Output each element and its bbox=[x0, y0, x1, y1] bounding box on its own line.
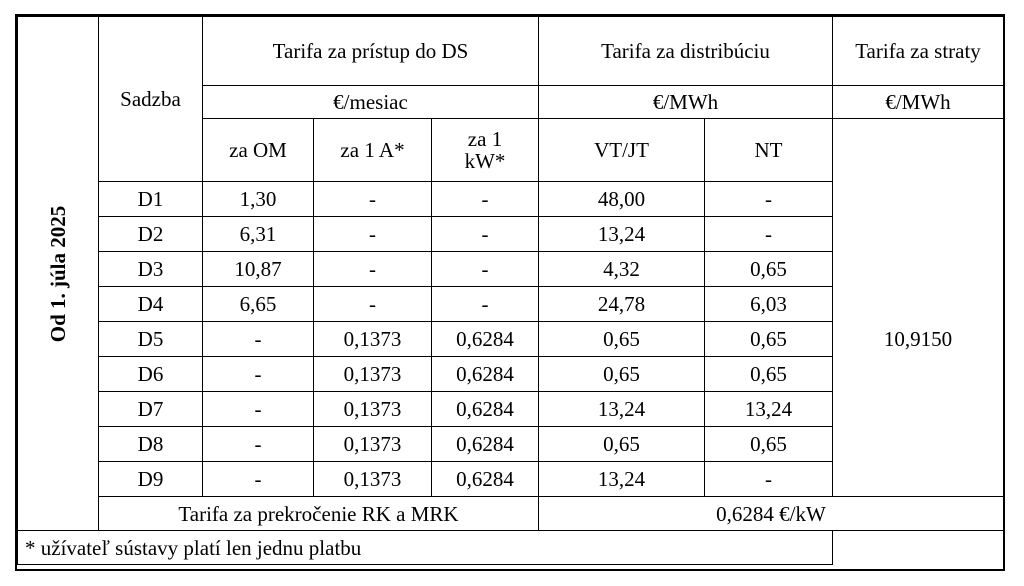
row-za-1kw: 0,6284 bbox=[431, 461, 539, 497]
row-za-1a: 0,1373 bbox=[313, 426, 432, 462]
table-row: D6-0,1373 0,6284 0,65 0,65 bbox=[18, 356, 1004, 392]
header-row-units: €/mesiac €/MWh €/MWh bbox=[18, 85, 1004, 119]
row-za-1kw: 0,6284 bbox=[431, 426, 539, 462]
table-row: D1 1,30- -48,00-10,9150 bbox=[18, 181, 1004, 497]
table-row: D9-0,1373 0,6284 13,24- bbox=[18, 461, 1004, 497]
header-row-groups: Od 1. júla 2025 Sadzba Tarifa za prístup… bbox=[17, 16, 1004, 531]
row-nt: - bbox=[704, 181, 833, 217]
row-za-1kw: - bbox=[431, 181, 539, 217]
period-cell: Od 1. júla 2025 bbox=[17, 16, 99, 531]
row-vt-jt: 13,24 bbox=[538, 461, 705, 497]
row-nt: 0,65 bbox=[704, 426, 833, 462]
row-za-om: 10,87 bbox=[202, 251, 314, 287]
col-za-om: za OM bbox=[202, 118, 314, 182]
header-access-tariff: Tarifa za prístup do DS bbox=[202, 16, 539, 86]
row-za-1kw: 0,6284 bbox=[431, 356, 539, 392]
col-losses-blank bbox=[832, 118, 1004, 182]
table-row: D5-0,1373 0,6284 0,65 0,65 bbox=[18, 321, 1004, 357]
row-za-1a: - bbox=[313, 286, 432, 322]
row-za-1kw: - bbox=[431, 216, 539, 252]
row-sadzba: D7 bbox=[98, 391, 203, 427]
table-row: D8-0,1373 0,6284 0,65 0,65 bbox=[18, 426, 1004, 462]
row-za-om: - bbox=[202, 391, 314, 427]
overrun-value: 0,6284 €/kW bbox=[538, 496, 1004, 531]
table-row: D7-0,1373 0,6284 13,24 13,24 bbox=[18, 391, 1004, 427]
row-za-1a: 0,1373 bbox=[313, 356, 432, 392]
row-za-1a: - bbox=[313, 216, 432, 252]
row-sadzba: D2 bbox=[98, 216, 203, 252]
table-row: D2 6,31- -13,24- bbox=[18, 216, 1004, 252]
row-za-1a: 0,1373 bbox=[313, 321, 432, 357]
row-za-om: 1,30 bbox=[202, 181, 314, 217]
row-nt: 0,65 bbox=[704, 251, 833, 287]
row-nt: - bbox=[704, 461, 833, 497]
row-vt-jt: 24,78 bbox=[538, 286, 705, 322]
row-vt-jt: 0,65 bbox=[538, 356, 705, 392]
losses-value: 10,9150 bbox=[832, 181, 1004, 497]
row-za-om: - bbox=[202, 461, 314, 497]
row-vt-jt: 13,24 bbox=[538, 391, 705, 427]
col-za-1kw: za 1 kW* bbox=[431, 118, 539, 182]
footnote: * užívateľ sústavy platí len jednu platb… bbox=[17, 530, 833, 565]
row-sadzba: D9 bbox=[98, 461, 203, 497]
overrun-label: Tarifa za prekročenie RK a MRK bbox=[98, 496, 539, 531]
row-sadzba: D6 bbox=[98, 356, 203, 392]
row-sadzba: D4 bbox=[98, 286, 203, 322]
header-losses-tariff: Tarifa za straty bbox=[832, 16, 1004, 86]
row-sadzba: D8 bbox=[98, 426, 203, 462]
row-nt: 0,65 bbox=[704, 321, 833, 357]
row-nt: 6,03 bbox=[704, 286, 833, 322]
row-sadzba: D3 bbox=[98, 251, 203, 287]
row-nt: - bbox=[704, 216, 833, 252]
row-sadzba: D1 bbox=[98, 181, 203, 217]
col-nt: NT bbox=[704, 118, 833, 182]
footnote-row: * užívateľ sústavy platí len jednu platb… bbox=[17, 530, 1004, 565]
table-frame bbox=[15, 14, 1005, 571]
overrun-row: Tarifa za prekročenie RK a MRK 0,6284 €/… bbox=[18, 496, 1004, 531]
row-za-1kw: - bbox=[431, 251, 539, 287]
row-za-om: - bbox=[202, 356, 314, 392]
row-za-1kw: 0,6284 bbox=[431, 321, 539, 357]
period-label: Od 1. júla 2025 bbox=[46, 205, 70, 342]
col-vt-jt: VT/JT bbox=[538, 118, 705, 182]
row-za-1a: - bbox=[313, 251, 432, 287]
row-za-1kw: 0,6284 bbox=[431, 391, 539, 427]
header-sadzba: Sadzba bbox=[98, 16, 203, 182]
unit-access: €/mesiac bbox=[202, 85, 539, 119]
row-vt-jt: 4,32 bbox=[538, 251, 705, 287]
row-za-om: - bbox=[202, 426, 314, 462]
row-za-1a: - bbox=[313, 181, 432, 217]
row-nt: 13,24 bbox=[704, 391, 833, 427]
row-vt-jt: 0,65 bbox=[538, 321, 705, 357]
tariff-table: Od 1. júla 2025 Sadzba Tarifa za prístup… bbox=[17, 16, 1004, 565]
header-distribution-tariff: Tarifa za distribúciu bbox=[538, 16, 833, 86]
row-za-1a: 0,1373 bbox=[313, 461, 432, 497]
unit-distribution: €/MWh bbox=[538, 85, 833, 119]
row-nt: 0,65 bbox=[704, 356, 833, 392]
col-za-1a: za 1 A* bbox=[313, 118, 432, 182]
row-vt-jt: 13,24 bbox=[538, 216, 705, 252]
row-za-om: - bbox=[202, 321, 314, 357]
row-sadzba: D5 bbox=[98, 321, 203, 357]
row-za-om: 6,31 bbox=[202, 216, 314, 252]
unit-losses: €/MWh bbox=[832, 85, 1004, 119]
table-row: D4 6,65- -24,78 6,03 bbox=[18, 286, 1004, 322]
row-vt-jt: 0,65 bbox=[538, 426, 705, 462]
row-za-1kw: - bbox=[431, 286, 539, 322]
row-vt-jt: 48,00 bbox=[538, 181, 705, 217]
row-za-1a: 0,1373 bbox=[313, 391, 432, 427]
row-za-om: 6,65 bbox=[202, 286, 314, 322]
